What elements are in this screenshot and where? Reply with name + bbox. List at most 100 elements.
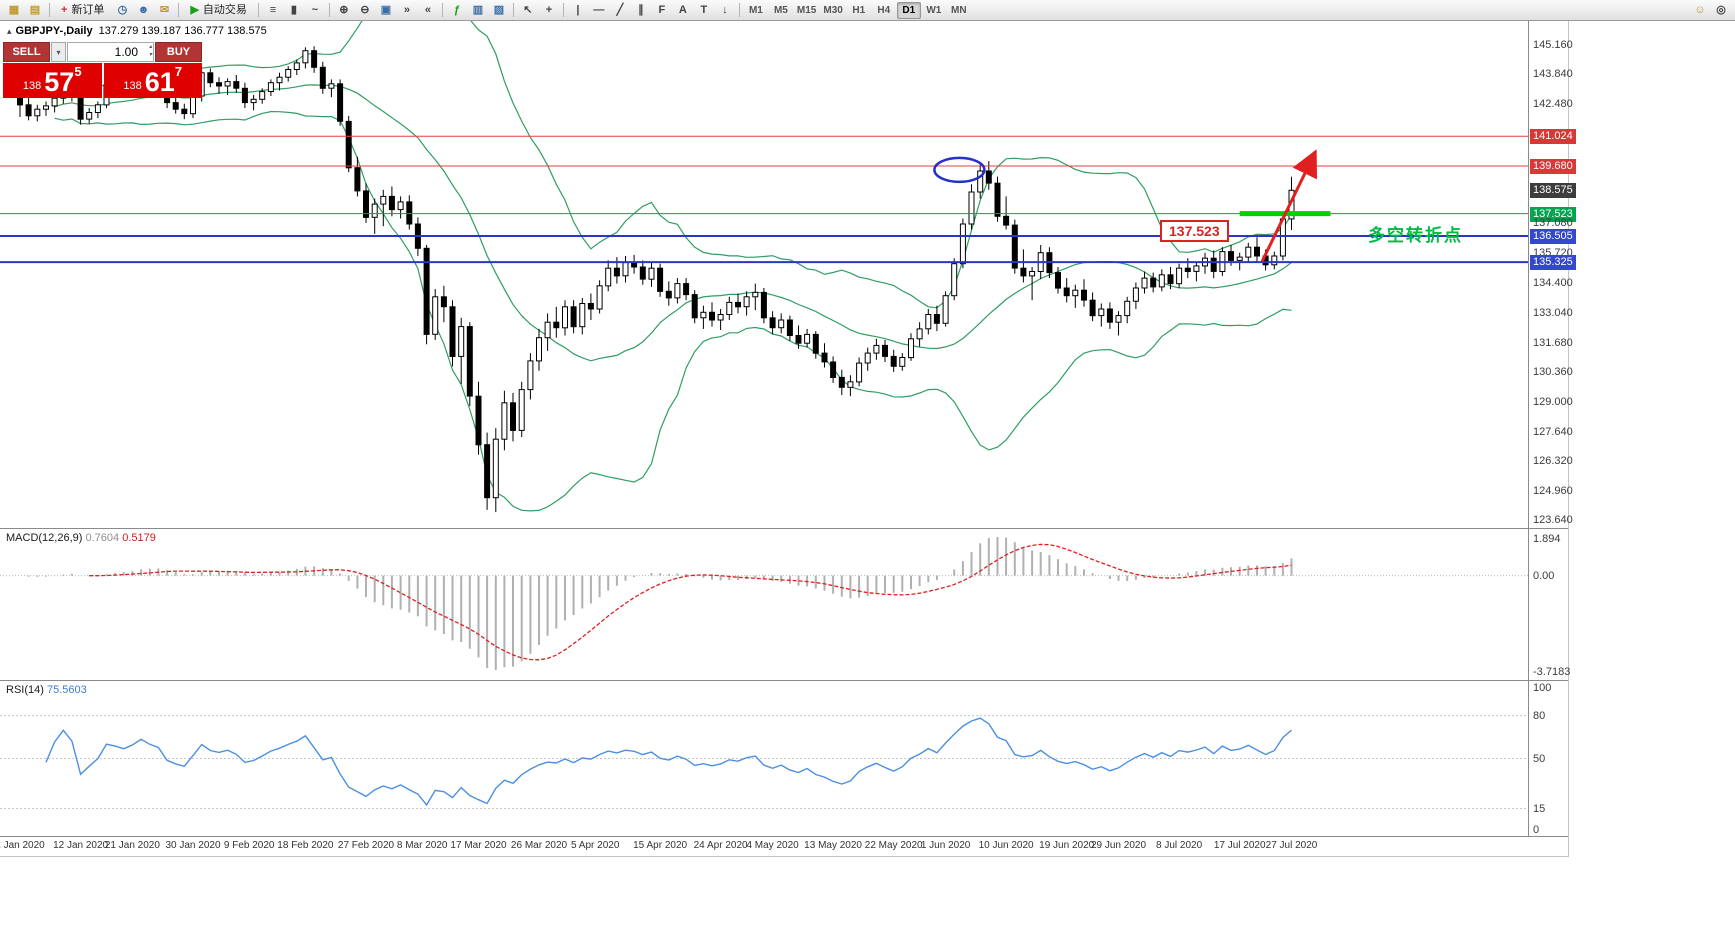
ask-big-digits: 61 — [144, 67, 175, 97]
zoom-in-icon[interactable]: ⊕ — [334, 2, 354, 19]
date-label: 22 May 2020 — [864, 840, 923, 851]
candlestick-chart[interactable] — [0, 21, 1528, 528]
timeframe-m1[interactable]: M1 — [748, 4, 763, 16]
rsi-axis-label: 100 — [1533, 682, 1552, 694]
price-axis-label: 123.640 — [1533, 514, 1573, 526]
one-click-toggle-icon[interactable]: ▴ — [7, 26, 12, 36]
templates-icon[interactable]: ▨ — [489, 2, 509, 19]
timeframe-d1[interactable]: D1 — [896, 1, 921, 19]
community-icon[interactable]: ☻ — [133, 2, 153, 19]
date-label: 1 Jun 2020 — [920, 840, 971, 851]
candlestick-chart-icon[interactable]: ▮ — [284, 2, 304, 19]
peak-ellipse-annotation — [933, 156, 986, 184]
text-icon[interactable]: A — [673, 2, 693, 19]
macd-axis-zero: 0.00 — [1533, 570, 1555, 582]
channel-icon[interactable]: ∥ — [631, 2, 651, 19]
volume-dropdown-button[interactable]: ▾ — [51, 42, 66, 62]
profiles-icon[interactable]: ▤ — [25, 2, 45, 19]
toolbar-separator — [512, 3, 514, 17]
buy-price-box[interactable]: 138 61 7 — [103, 63, 202, 98]
bid-prefix: 138 — [22, 80, 42, 92]
date-label: 19 Jun 2020 — [1039, 840, 1095, 851]
arrow-tools-icon[interactable]: ↓ — [715, 2, 735, 19]
crosshair-icon[interactable]: + — [539, 2, 559, 19]
timeframe-m5[interactable]: M5 — [773, 4, 788, 16]
timeframe-h4[interactable]: H4 — [877, 4, 891, 16]
volume-spinner[interactable]: ▴ ▾ — [149, 43, 152, 59]
date-axis[interactable]: 2 Jan 2020 12 Jan 2020 21 Jan 2020 30 Jan 2… — [0, 837, 1528, 857]
spin-down-icon[interactable]: ▾ — [148, 52, 152, 58]
timeframe-w1[interactable]: W1 — [926, 4, 942, 16]
chart-shift-icon[interactable]: « — [418, 2, 438, 19]
timeframe-mn[interactable]: MN — [951, 4, 967, 16]
tile-windows-icon[interactable]: ▣ — [376, 2, 396, 19]
zoom-in-icon-glyph: ⊕ — [339, 3, 349, 16]
horizontal-line-icon[interactable]: — — [589, 2, 609, 19]
auto-scroll-icon[interactable]: » — [397, 2, 417, 19]
date-label: 8 Jul 2020 — [1156, 840, 1203, 851]
bid-big-digits: 57 — [44, 67, 75, 97]
sell-price-box[interactable]: 138 57 5 — [3, 63, 102, 98]
pane-separator[interactable] — [0, 528, 1568, 529]
rsi-panel[interactable] — [0, 681, 1528, 836]
toolbar-separator — [441, 3, 443, 17]
periods-icon[interactable]: ▥ — [468, 2, 488, 19]
vertical-line-icon[interactable]: | — [568, 2, 588, 19]
chat-icon-glyph: ☺ — [1694, 3, 1706, 16]
bar-chart-icon[interactable]: ≡ — [263, 2, 283, 19]
rsi-axis-label: 15 — [1533, 803, 1546, 815]
date-label: 5 Apr 2020 — [571, 840, 620, 851]
macd-panel[interactable] — [0, 529, 1528, 680]
trendline-icon[interactable]: ╱ — [610, 2, 630, 19]
price-axis-label: 127.640 — [1533, 425, 1573, 438]
chart-title: ▴ GBPJPY-,Daily 137.279 139.187 136.777 13… — [7, 25, 267, 37]
toolbar-separator — [49, 3, 50, 17]
toolbar-separator — [328, 3, 330, 17]
price-axis[interactable]: 145.160 143.840 142.480 141.024 139.680 138.5… — [1528, 21, 1576, 837]
date-label: 18 Feb 2020 — [277, 840, 334, 851]
zoom-out-icon[interactable]: ⊖ — [355, 2, 375, 19]
price-axis-label: 145.160 — [1533, 39, 1573, 51]
volume-input[interactable] — [67, 42, 154, 62]
date-label: 2 Jan 2020 — [0, 840, 45, 851]
level-callout[interactable]: 137.523 — [1160, 220, 1229, 242]
pane-separator[interactable] — [0, 680, 1568, 681]
timeframe-m15[interactable]: M15 — [796, 4, 817, 16]
date-label: 9 Feb 2020 — [223, 840, 275, 851]
cursor-icon-glyph: ↖ — [523, 3, 533, 16]
sell-button[interactable]: SELL — [3, 42, 50, 62]
pivot-annotation[interactable]: 多空转折点 — [1368, 226, 1463, 245]
toolbar-separator — [562, 3, 564, 17]
indicators-icon[interactable]: ƒ — [447, 2, 467, 19]
chat-icon[interactable]: ☺ — [1690, 2, 1710, 19]
search-icon-glyph: ◎ — [1716, 3, 1726, 16]
price-axis-label: 137.080 — [1533, 217, 1573, 230]
spin-up-icon[interactable]: ▴ — [148, 44, 152, 50]
macd-axis-max: 1.894 — [1533, 533, 1561, 545]
search-icon[interactable]: ◎ — [1711, 2, 1731, 19]
new-chart-icon[interactable]: ▦ — [4, 2, 24, 19]
macd-axis-min: -3.7183 — [1533, 666, 1571, 678]
buy-button[interactable]: BUY — [155, 42, 202, 62]
alerts-icon-glyph: ✉ — [159, 3, 170, 16]
cursor-icon[interactable]: ↖ — [518, 2, 538, 19]
history-center-icon-glyph: ◷ — [117, 3, 128, 16]
price-axis-label: 133.040 — [1533, 306, 1573, 319]
new-chart-icon-glyph: ▦ — [8, 3, 20, 16]
label-icon[interactable]: T — [694, 2, 714, 19]
alerts-icon[interactable]: ✉ — [154, 2, 174, 19]
macd-main-value: 0.7604 — [85, 532, 120, 544]
line-chart-icon[interactable]: ~ — [305, 2, 325, 19]
new-order-button[interactable]: + 新订单 — [54, 2, 111, 19]
macd-label: MACD(12,26,9) 0.7604 0.5179 — [6, 532, 156, 544]
price-line-label: 141.024 — [1530, 129, 1576, 145]
timeframe-m30[interactable]: M30 — [823, 4, 843, 16]
templates-icon-glyph: ▨ — [493, 3, 505, 16]
history-center-icon[interactable]: ◷ — [112, 2, 132, 19]
pane-separator — [0, 836, 1568, 837]
fibonacci-icon[interactable]: F — [652, 2, 672, 19]
timeframe-h1[interactable]: H1 — [852, 4, 866, 16]
price-axis-label: 130.360 — [1533, 365, 1573, 378]
auto-trading-button[interactable]: ▶ 自动交易 — [183, 2, 253, 19]
indicators-icon-glyph: ƒ — [453, 3, 460, 16]
